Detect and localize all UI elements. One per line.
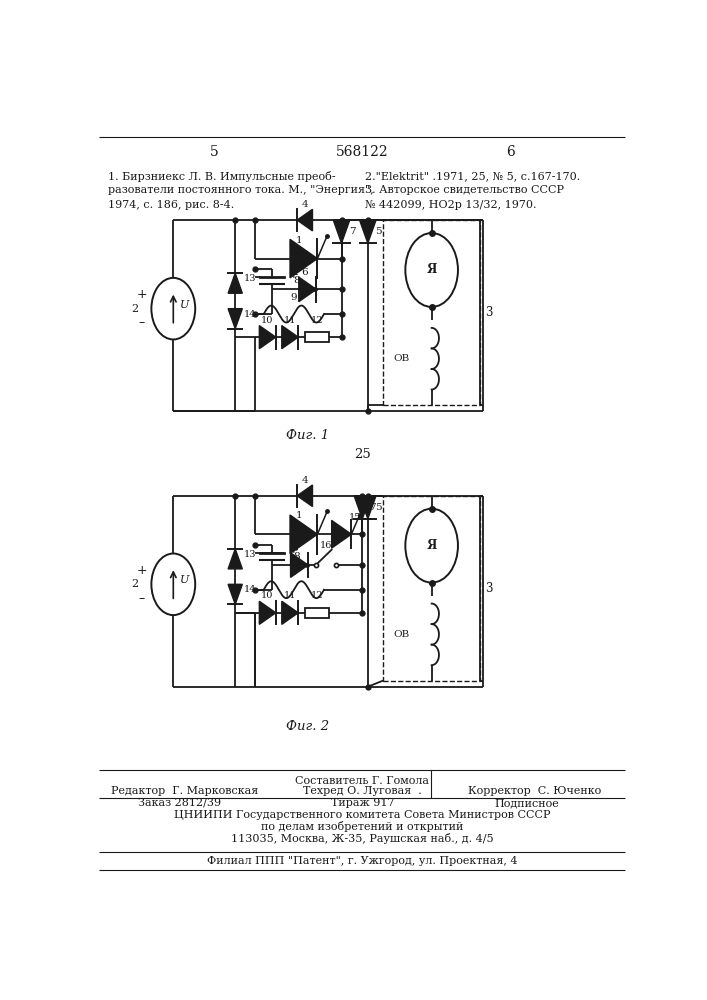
Bar bbox=[383, 496, 480, 681]
Text: Тираж 917: Тираж 917 bbox=[331, 798, 394, 808]
Text: U: U bbox=[180, 575, 189, 585]
Text: +: + bbox=[288, 267, 298, 280]
Text: 16: 16 bbox=[320, 541, 332, 550]
Text: 2."Elektrit" .1971, 25, № 5, с.167-170.: 2."Elektrit" .1971, 25, № 5, с.167-170. bbox=[365, 171, 580, 181]
Text: +: + bbox=[136, 564, 147, 577]
Text: 13: 13 bbox=[244, 274, 257, 283]
Text: U: U bbox=[180, 300, 189, 310]
Text: –: – bbox=[139, 592, 145, 605]
Polygon shape bbox=[282, 601, 298, 624]
Text: –: – bbox=[139, 316, 145, 329]
Text: Заказ 2812/39: Заказ 2812/39 bbox=[138, 798, 221, 808]
Text: ЦНИИПИ Государственного комитета Совета Министров СССР: ЦНИИПИ Государственного комитета Совета … bbox=[174, 810, 551, 820]
Text: 3: 3 bbox=[486, 582, 493, 595]
Text: по делам изобретений и открытий: по делам изобретений и открытий bbox=[261, 821, 464, 832]
Polygon shape bbox=[297, 209, 312, 231]
Text: 14: 14 bbox=[244, 585, 257, 594]
Text: 3. Авторское свидетельство СССР: 3. Авторское свидетельство СССР bbox=[365, 185, 564, 195]
Polygon shape bbox=[228, 549, 243, 569]
Text: 9: 9 bbox=[291, 568, 297, 577]
Polygon shape bbox=[259, 326, 276, 349]
Polygon shape bbox=[290, 239, 317, 278]
Polygon shape bbox=[291, 553, 308, 577]
Text: 568122: 568122 bbox=[336, 145, 389, 159]
Text: 2: 2 bbox=[132, 304, 139, 314]
Text: 5: 5 bbox=[375, 227, 382, 236]
Text: Фиг. 1: Фиг. 1 bbox=[286, 429, 329, 442]
Text: разователи постоянного тока. М., "Энергия",: разователи постоянного тока. М., "Энерги… bbox=[107, 185, 373, 195]
Text: 11: 11 bbox=[284, 316, 296, 325]
Text: 8: 8 bbox=[293, 276, 299, 285]
Bar bbox=[305, 332, 329, 342]
Text: ОВ: ОВ bbox=[394, 354, 410, 363]
Text: Корректор  С. Юченко: Корректор С. Юченко bbox=[468, 786, 602, 796]
Text: Я: Я bbox=[426, 263, 437, 276]
Polygon shape bbox=[333, 220, 350, 243]
Polygon shape bbox=[354, 496, 370, 519]
Text: 11: 11 bbox=[284, 591, 296, 600]
Polygon shape bbox=[360, 496, 376, 519]
Text: № 442099, НО2р 13/32, 1970.: № 442099, НО2р 13/32, 1970. bbox=[365, 200, 537, 210]
Text: 6: 6 bbox=[301, 268, 308, 277]
Text: Подписное: Подписное bbox=[494, 798, 559, 808]
Text: 25: 25 bbox=[354, 448, 370, 461]
Text: 1: 1 bbox=[296, 511, 302, 520]
Text: +: + bbox=[136, 288, 147, 301]
Text: Я: Я bbox=[426, 539, 437, 552]
Text: 1: 1 bbox=[296, 236, 302, 245]
Text: 4: 4 bbox=[301, 200, 308, 209]
Polygon shape bbox=[228, 273, 243, 293]
Text: 13: 13 bbox=[244, 550, 257, 559]
Polygon shape bbox=[259, 601, 276, 624]
Text: 6: 6 bbox=[292, 544, 298, 553]
Text: 5: 5 bbox=[210, 145, 218, 159]
Text: Редактор  Г. Марковская: Редактор Г. Марковская bbox=[110, 786, 258, 796]
Polygon shape bbox=[332, 520, 351, 548]
Polygon shape bbox=[290, 515, 317, 554]
Text: +: + bbox=[288, 543, 298, 556]
Polygon shape bbox=[228, 309, 243, 329]
Text: 6: 6 bbox=[506, 145, 515, 159]
Text: 1974, с. 186, рис. 8-4.: 1974, с. 186, рис. 8-4. bbox=[107, 200, 234, 210]
Text: 1. Бирзниекс Л. В. Импульсные преоб-: 1. Бирзниекс Л. В. Импульсные преоб- bbox=[107, 171, 335, 182]
Text: 5: 5 bbox=[375, 503, 382, 512]
Text: Фиг. 2: Фиг. 2 bbox=[286, 720, 329, 733]
Text: 12: 12 bbox=[311, 316, 323, 325]
Polygon shape bbox=[228, 584, 243, 604]
Text: 12: 12 bbox=[311, 591, 323, 600]
Text: 9: 9 bbox=[291, 293, 297, 302]
Text: 113035, Москва, Ж-35, Раушская наб., д. 4/5: 113035, Москва, Ж-35, Раушская наб., д. … bbox=[231, 833, 493, 844]
Text: 14: 14 bbox=[244, 310, 257, 319]
Polygon shape bbox=[282, 326, 298, 349]
Text: ОВ: ОВ bbox=[394, 630, 410, 639]
Polygon shape bbox=[360, 220, 376, 243]
Text: 15: 15 bbox=[349, 513, 361, 522]
Text: Техред О. Луговая  .: Техред О. Луговая . bbox=[303, 786, 421, 796]
Text: 8: 8 bbox=[293, 552, 299, 561]
Text: 7: 7 bbox=[349, 227, 355, 236]
Text: 3: 3 bbox=[486, 306, 493, 319]
Bar bbox=[305, 608, 329, 618]
Text: Составитель Г. Гомола: Составитель Г. Гомола bbox=[296, 776, 429, 786]
Text: 10: 10 bbox=[261, 316, 274, 325]
Text: 7: 7 bbox=[370, 503, 376, 512]
Polygon shape bbox=[299, 277, 316, 302]
Text: 10: 10 bbox=[261, 591, 274, 600]
Text: 4: 4 bbox=[301, 476, 308, 485]
Bar bbox=[383, 220, 480, 405]
Text: Филиал ППП "Патент", г. Ужгород, ул. Проектная, 4: Филиал ППП "Патент", г. Ужгород, ул. Про… bbox=[207, 856, 518, 866]
Polygon shape bbox=[297, 485, 312, 507]
Text: 2: 2 bbox=[132, 579, 139, 589]
